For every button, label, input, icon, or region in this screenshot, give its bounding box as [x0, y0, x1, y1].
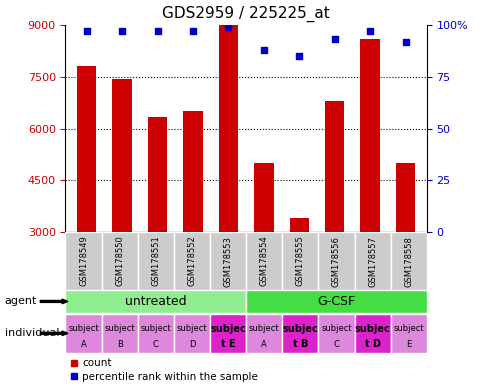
Bar: [354, 314, 390, 353]
Bar: [102, 314, 137, 353]
Point: [118, 28, 126, 34]
Bar: [65, 232, 102, 290]
Legend: count, percentile rank within the sample: count, percentile rank within the sample: [71, 359, 257, 382]
Text: subjec: subjec: [354, 324, 390, 334]
Text: t E: t E: [220, 339, 235, 349]
Bar: [137, 232, 173, 290]
Point: [259, 47, 267, 53]
Bar: [324, 101, 344, 232]
Text: untreated: untreated: [125, 295, 186, 308]
Point: [153, 28, 161, 34]
Text: G-CSF: G-CSF: [317, 295, 355, 308]
Bar: [245, 232, 282, 290]
Bar: [282, 232, 318, 290]
Bar: [390, 232, 426, 290]
Text: subject: subject: [104, 324, 135, 333]
Text: GSM178558: GSM178558: [403, 236, 412, 286]
Bar: [77, 66, 96, 232]
Text: GSM178550: GSM178550: [115, 236, 124, 286]
Bar: [360, 39, 379, 232]
Title: GDS2959 / 225225_at: GDS2959 / 225225_at: [162, 6, 329, 22]
Text: E: E: [405, 339, 410, 349]
Text: GSM178555: GSM178555: [295, 236, 304, 286]
Bar: [395, 163, 414, 232]
Point: [224, 24, 232, 30]
Point: [189, 28, 197, 34]
Bar: [245, 314, 282, 353]
Text: GSM178557: GSM178557: [367, 236, 377, 286]
Text: agent: agent: [5, 296, 37, 306]
Text: GSM178554: GSM178554: [259, 236, 268, 286]
Text: GSM178553: GSM178553: [223, 236, 232, 286]
Bar: [210, 314, 245, 353]
Bar: [245, 290, 426, 313]
Text: GSM178551: GSM178551: [151, 236, 160, 286]
Bar: [148, 117, 167, 232]
Text: subjec: subjec: [282, 324, 318, 334]
Bar: [254, 163, 273, 232]
Text: subject: subject: [248, 324, 279, 333]
Text: t D: t D: [364, 339, 380, 349]
Bar: [65, 290, 245, 313]
Text: individual: individual: [5, 328, 59, 338]
Text: C: C: [333, 339, 339, 349]
Bar: [218, 25, 238, 232]
Bar: [137, 314, 173, 353]
Bar: [65, 314, 102, 353]
Text: A: A: [80, 339, 86, 349]
Point: [330, 36, 338, 43]
Bar: [173, 314, 210, 353]
Text: subjec: subjec: [210, 324, 245, 334]
Text: GSM178552: GSM178552: [187, 236, 196, 286]
Text: C: C: [152, 339, 158, 349]
Bar: [112, 79, 132, 232]
Text: subject: subject: [68, 324, 99, 333]
Point: [365, 28, 373, 34]
Text: D: D: [188, 339, 195, 349]
Bar: [390, 314, 426, 353]
Text: t B: t B: [292, 339, 307, 349]
Bar: [354, 232, 390, 290]
Text: B: B: [117, 339, 122, 349]
Bar: [289, 218, 308, 232]
Point: [295, 53, 302, 59]
Bar: [282, 314, 318, 353]
Bar: [173, 232, 210, 290]
Point: [83, 28, 91, 34]
Text: subject: subject: [393, 324, 423, 333]
Bar: [102, 232, 137, 290]
Text: subject: subject: [320, 324, 351, 333]
Bar: [318, 314, 354, 353]
Bar: [318, 232, 354, 290]
Bar: [210, 232, 245, 290]
Bar: [183, 111, 202, 232]
Text: GSM178549: GSM178549: [79, 236, 88, 286]
Text: subject: subject: [140, 324, 171, 333]
Text: subject: subject: [176, 324, 207, 333]
Text: A: A: [261, 339, 267, 349]
Point: [401, 38, 408, 45]
Text: GSM178556: GSM178556: [331, 236, 340, 286]
